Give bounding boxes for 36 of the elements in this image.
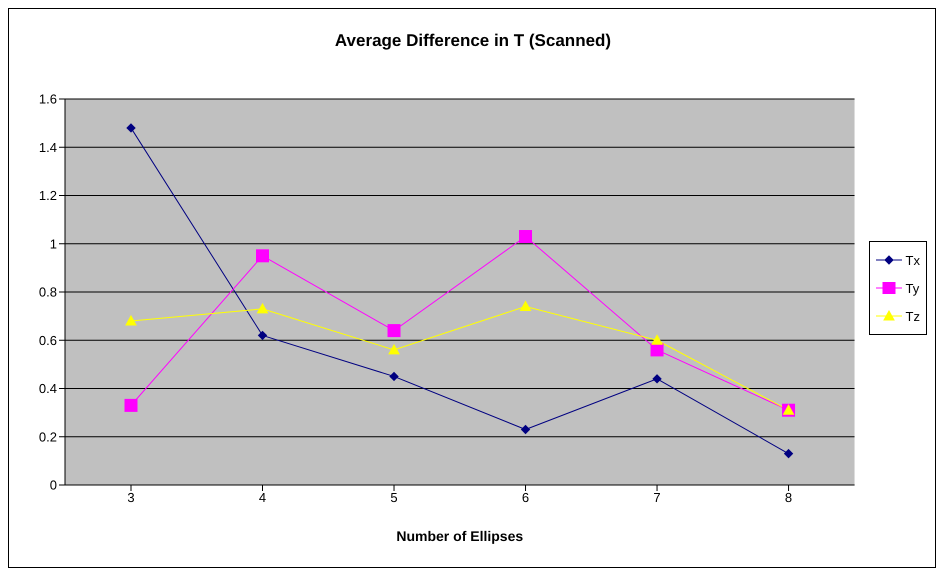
point [390,372,399,381]
legend-label: Tx [906,252,920,268]
x-tick-label: 3 [127,490,135,506]
x-axis-title: Number of Ellipses [396,528,524,544]
y-tick-label: 0.6 [38,332,57,348]
point [521,425,530,434]
point [124,398,138,412]
chart-title: Average Difference in T (Scanned) [334,31,612,51]
point [388,324,401,338]
point [519,230,532,244]
x-tick-label: 6 [522,490,530,506]
point [652,334,663,345]
point [258,330,268,340]
x-tick-label: 4 [258,490,266,506]
x-tick-label: 8 [784,490,792,506]
y-tick-label: 0.2 [38,429,57,444]
point [257,303,268,314]
y-tick-label: 1 [50,236,57,252]
y-tick-label: 0.4 [38,381,57,396]
point [652,374,662,384]
y-tick-label: 1.2 [38,188,57,204]
point [520,300,532,311]
point [650,343,664,356]
y-tick-label: 0.8 [38,284,57,300]
y-tick-label: 1.6 [38,92,57,107]
legend-label: Ty [906,280,920,296]
point [784,449,794,458]
y-tick-label: 1.4 [38,140,57,155]
point [126,123,136,132]
point [256,249,270,262]
point [388,344,400,354]
point [126,315,136,326]
x-tick-label: 7 [653,490,661,506]
y-tick-label: 0 [50,478,57,493]
legend-label: Tz [906,308,920,324]
x-tick-label: 5 [390,490,398,506]
